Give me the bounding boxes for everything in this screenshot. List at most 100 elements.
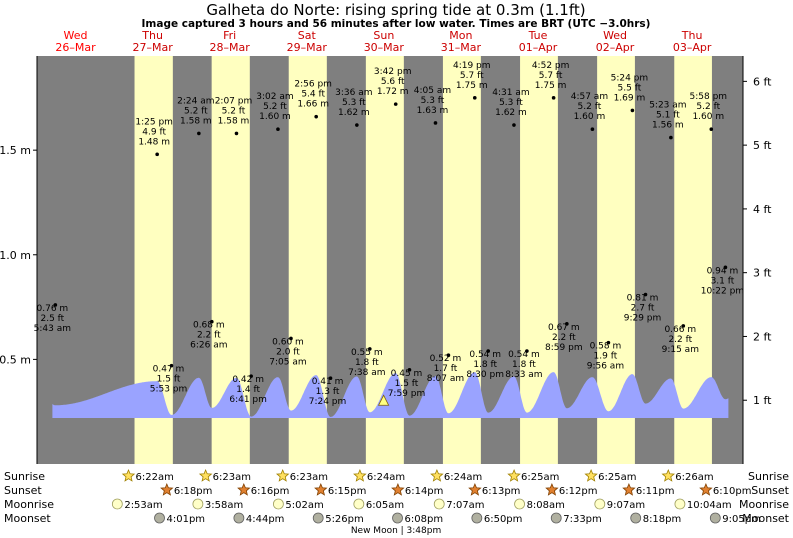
tide-label: 5.2 ft [222,106,246,116]
tide-label: 0.60 m [272,337,304,347]
tide-label: 4:57 am [571,92,608,102]
tide-label: 2.2 ft [552,333,576,343]
tide-label: 1.72 m [377,87,409,97]
tide-label: 0.45 m [391,369,423,379]
tide-label: 1.75 m [535,81,567,91]
tide-label: 0.41 m [312,377,344,387]
day-name: Wed [64,29,88,42]
row-label-right: Moonrise [739,498,789,511]
tide-point [551,96,556,100]
day-date: 02–Apr [596,41,635,54]
day-date: 31–Mar [441,41,482,54]
tide-label: 9:29 pm [624,314,662,324]
tide-point [681,324,686,328]
row-label-left: Sunset [4,484,42,497]
tide-label: 0.81 m [627,294,659,304]
tide-point [210,319,214,324]
tide-label: 1.5 ft [157,375,181,385]
day-name: Mon [449,29,472,42]
right-tick-label: 3 ft [753,267,772,280]
tide-label: 7:05 am [269,357,306,367]
new-moon-label: New Moon | 3:48pm [351,526,441,536]
tide-point [643,292,648,297]
day-name: Thu [141,29,163,42]
tide-label: 9:15 am [662,345,699,355]
tide-label: 1.7 ft [434,364,458,374]
sunset-time: 6:15pm [328,486,367,497]
moonrise-icon [674,498,686,510]
tide-point [197,131,201,136]
tide-label: 4:31 am [492,88,529,98]
sunrise-icon [121,468,136,482]
chart-subtitle: Image captured 3 hours and 56 minutes af… [142,18,651,30]
tide-point [289,336,293,341]
tide-label: 1.58 m [180,116,212,126]
tide-label: 1.4 ft [236,385,260,395]
sunrise-icon [353,468,367,482]
tide-label: 5.7 ft [460,71,484,81]
tide-label: 1.58 m [218,116,250,126]
tide-point [446,353,451,358]
day-date: 30–Mar [364,41,405,54]
tide-label: 5.3 ft [421,96,445,106]
sunset-time: 6:16pm [251,486,290,497]
tide-label: 5.2 ft [578,102,602,112]
moonset-icon [630,512,642,524]
tide-label: 9:56 am [587,362,624,372]
sunset-time: 6:12pm [559,486,598,497]
sunrise-time: 6:24am [444,472,482,483]
tide-label: 8:07 am [427,374,464,384]
sunrise-time: 6:23am [290,472,328,483]
sunrise-icon [275,468,290,482]
moonset-time: 6:50pm [484,514,523,525]
tide-point [407,368,412,372]
moonrise-time: 6:05am [366,500,404,511]
sunrise-icon [661,468,676,482]
sunset-icon [391,482,405,496]
tide-label: 5.3 ft [499,98,523,108]
moonrise-icon [353,498,365,510]
moonset-time: 7:33pm [563,514,602,525]
tide-label: 4:52 pm [532,61,570,71]
tide-label: 5:23 am [649,101,686,111]
sunset-icon [699,482,713,496]
sunrise-icon [198,468,213,482]
current-tide-marker [377,394,390,406]
left-tick-label: 1.5 m [0,144,31,157]
tide-point [355,123,359,127]
tide-label: 0.67 m [548,323,580,333]
day-date: 29–Mar [287,41,328,54]
sunrise-time: 6:24am [367,472,405,483]
tide-point [512,123,516,127]
tide-label: 1.8 ft [355,358,379,368]
tide-label: 5:43 am [34,324,71,334]
tide-point [249,374,253,378]
tide-label: 5:24 pm [611,73,649,83]
tide-label: 6:41 pm [229,395,267,405]
tide-label: 4:19 pm [453,61,491,71]
tide-label: 1.9 ft [594,352,618,362]
tide-label: 1:25 pm [135,117,173,127]
tide-label: 0.94 m [707,266,739,276]
tide-label: 0.54 m [508,350,540,360]
tide-label: 0.76 m [37,304,69,314]
chart-title: Galheta do Norte: rising spring tide at … [206,1,585,19]
sunset-time: 6:18pm [174,486,213,497]
right-tick-label: 1 ft [753,394,772,407]
tide-label: 5:58 pm [690,92,728,102]
tide-point [472,96,477,100]
day-name: Fri [223,29,236,42]
tide-label: 2.2 ft [668,335,692,345]
right-tick-label: 6 ft [753,75,772,88]
row-label-right: Sunrise [748,470,789,483]
tide-point [525,349,529,353]
sunrise-time: 6:23am [213,472,251,483]
tide-label: 1.5 ft [395,379,419,389]
tide-point [606,340,611,345]
moonset-icon [312,512,324,524]
tide-label: 0.58 m [590,342,622,352]
left-tick-label: 0.5 m [0,353,31,366]
tide-label: 5.2 ft [184,106,208,116]
